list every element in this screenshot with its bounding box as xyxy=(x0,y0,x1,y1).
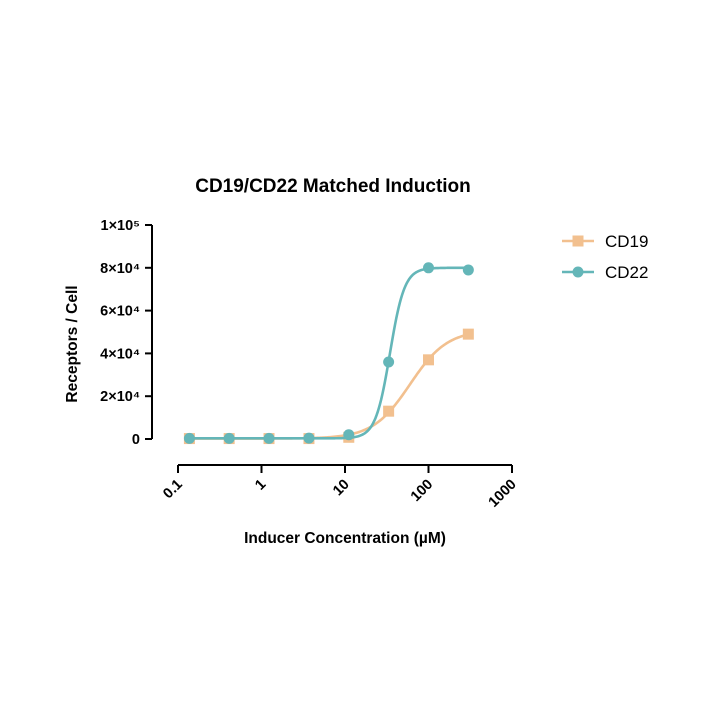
x-tick-label: 1000 xyxy=(486,477,520,511)
data-point xyxy=(303,432,315,444)
y-tick-label: 2×10⁴ xyxy=(100,389,140,405)
chart-title: CD19/CD22 Matched Induction xyxy=(195,176,471,197)
y-tick-label: 0 xyxy=(132,432,140,448)
y-tick-label: 1×10⁵ xyxy=(101,218,140,234)
x-axis: 0.1 1 10 100 1000 xyxy=(160,464,520,511)
data-point xyxy=(423,354,434,366)
y-axis: 0 2×10⁴ 4×10⁴ 6×10⁴ 8×10⁴ 1×10⁵ xyxy=(100,218,153,448)
data-point xyxy=(223,432,235,444)
series-cd22 xyxy=(183,262,474,444)
legend-item-cd22: CD22 xyxy=(562,263,648,282)
data-point xyxy=(462,264,474,276)
legend: CD19 CD22 xyxy=(562,232,648,282)
x-tick-label: 10 xyxy=(330,477,353,500)
series-line xyxy=(189,333,469,440)
x-tick-label: 100 xyxy=(408,477,436,505)
series-line xyxy=(189,266,469,440)
y-axis-label: Receptors / Cell xyxy=(64,285,81,402)
legend-marker xyxy=(572,266,584,278)
x-axis-label: Inducer Concentration (µM) xyxy=(244,530,446,547)
x-tick-label: 0.1 xyxy=(160,477,186,503)
series-layer xyxy=(183,262,474,445)
data-point xyxy=(383,356,395,368)
data-point xyxy=(383,405,395,417)
legend-label: CD19 xyxy=(605,232,648,251)
data-point xyxy=(263,432,275,444)
data-point xyxy=(423,262,434,274)
x-tick-label: 1 xyxy=(252,477,269,494)
legend-item-cd19: CD19 xyxy=(562,232,648,251)
legend-label: CD22 xyxy=(605,263,648,282)
legend-marker xyxy=(572,235,584,247)
data-point xyxy=(462,328,474,340)
y-tick-label: 8×10⁴ xyxy=(100,261,140,277)
y-tick-label: 4×10⁴ xyxy=(100,346,140,362)
data-point xyxy=(183,432,195,444)
series-cd19 xyxy=(183,328,474,445)
data-point xyxy=(343,429,355,441)
y-tick-label: 6×10⁴ xyxy=(100,304,140,320)
